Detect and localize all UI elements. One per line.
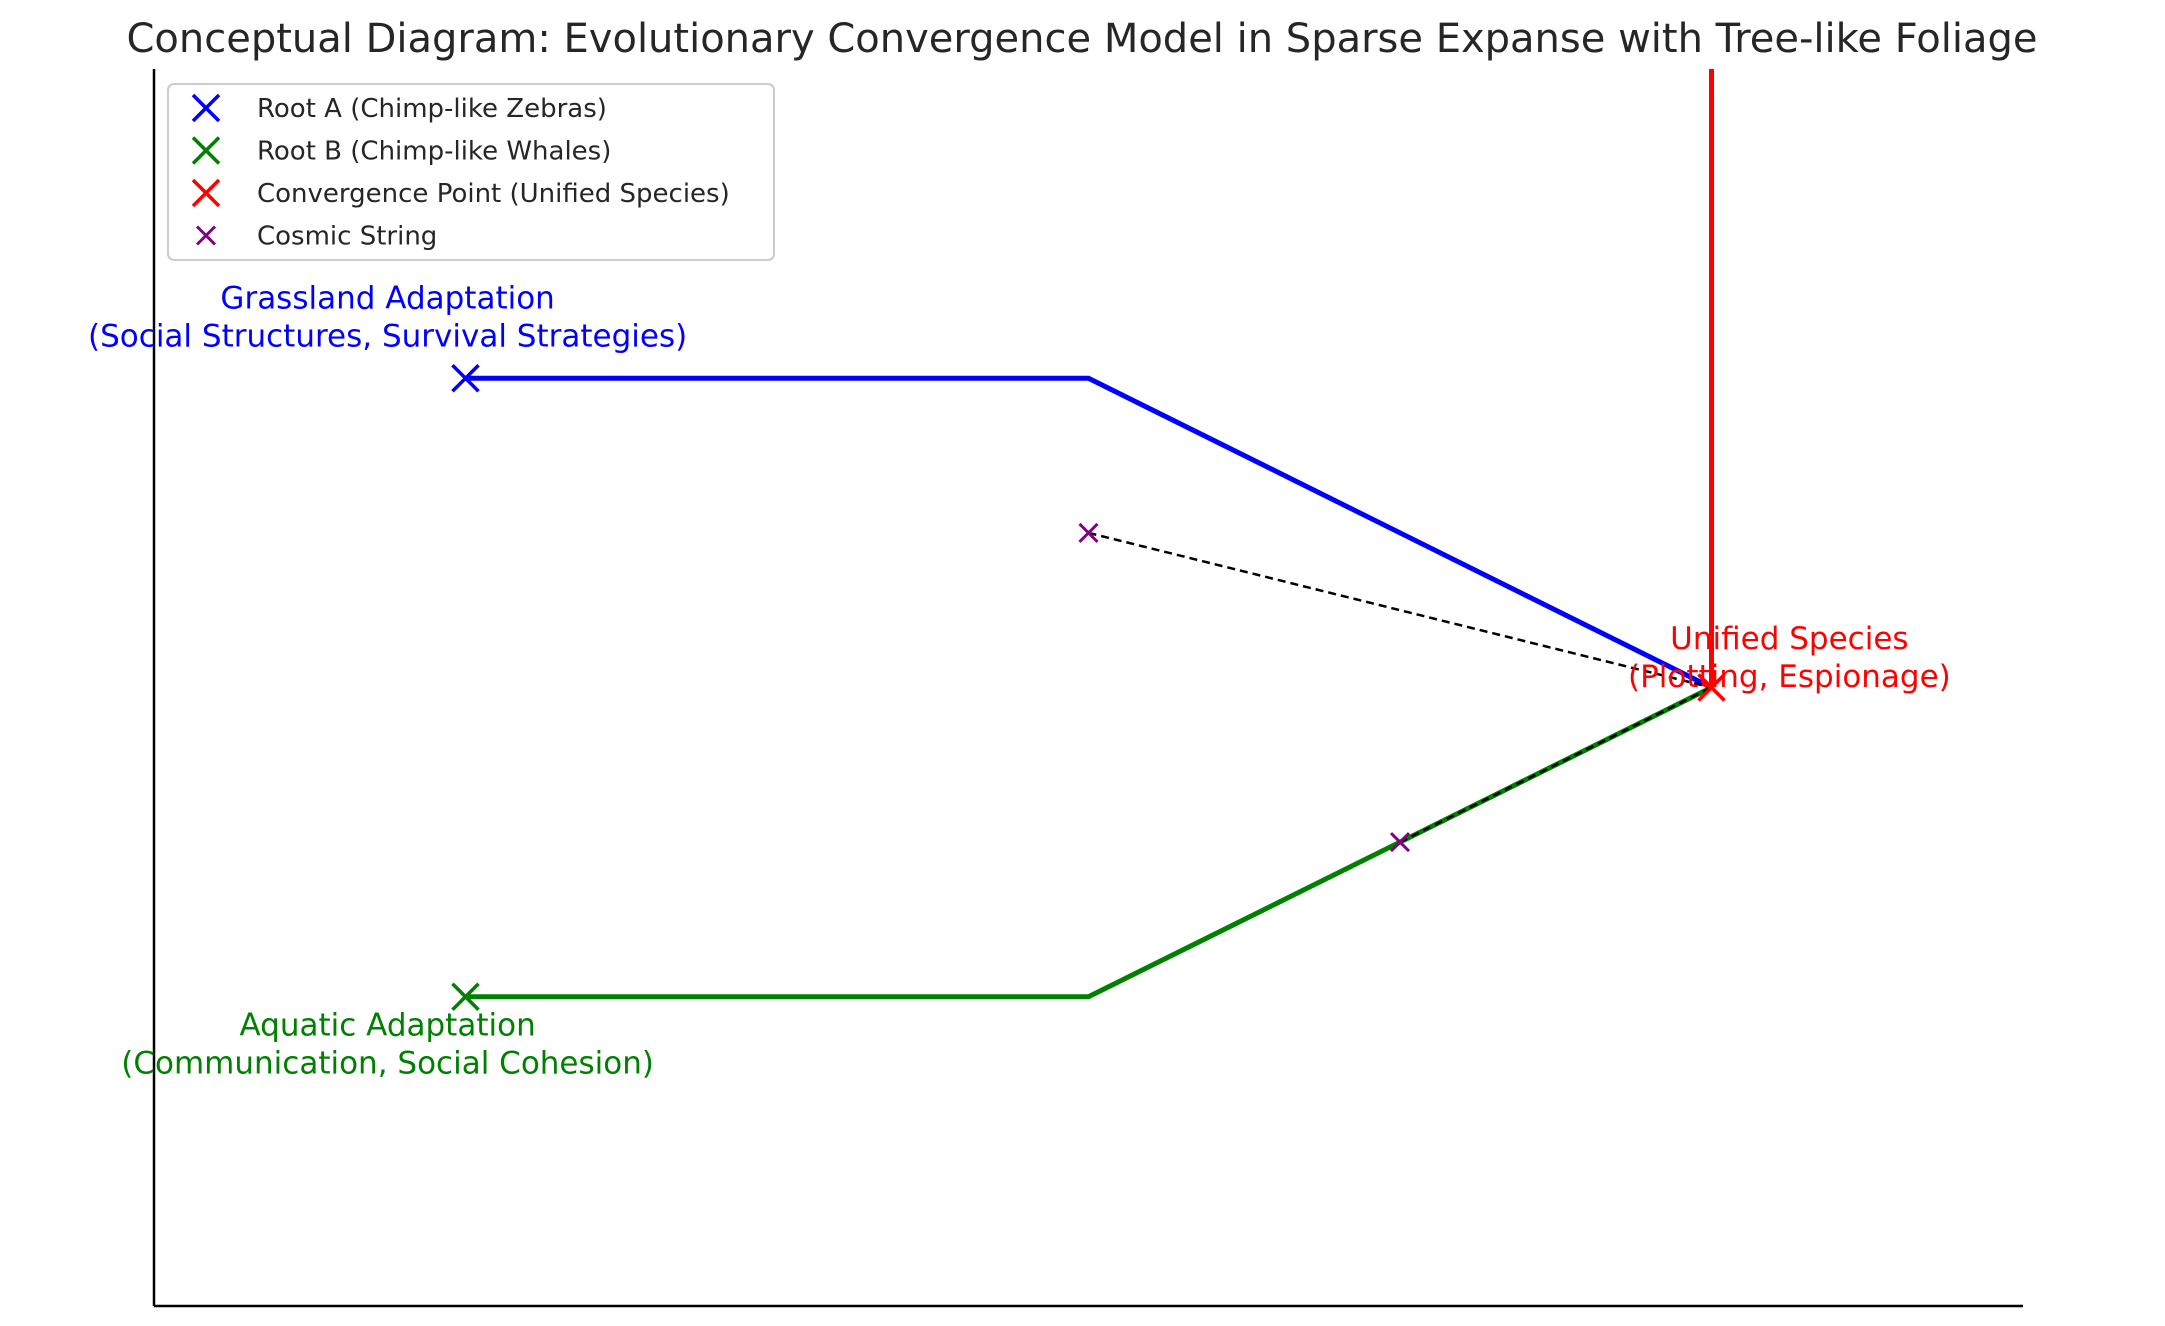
cosmic-link-2 [1399,686,1713,844]
root-b-path-line [465,685,1713,1000]
legend: Root A (Chimp-like Zebras) Root B (Chimp-… [167,83,775,261]
cosmic-link-1 [1088,531,1712,689]
aquatic-annotation: Aquatic Adaptation (Communication, Social… [121,1007,654,1081]
legend-entry-cosmic: Cosmic String [195,222,437,252]
legend-entry-root-a: Root A (Chimp-like Zebras) [191,93,607,124]
legend-marker-convergence [191,178,221,208]
cosmic-string-marker-1 [1078,522,1099,543]
legend-marker-cosmic [195,225,217,246]
legend-frame [167,83,775,261]
legend-marker-root-a [191,93,221,123]
chart-title: Conceptual Diagram: Evolutionary Converg… [126,16,2037,62]
grassland-annotation: Grassland Adaptation (Social Structures, … [88,281,687,355]
dashed-links-layer [1088,531,1713,844]
root-a-path-line [465,375,1713,690]
unified-annotation: Unified Species (Plotting, Espionage) [1628,621,1951,695]
legend-label: Convergence Point (Unified Species) [257,179,730,209]
legend-entry-root-b: Root B (Chimp-like Whales) [191,136,611,167]
annotations-layer: Grassland Adaptation (Social Structures, … [88,281,1951,1082]
legend-marker-root-b [191,136,221,165]
root-a-marker [451,364,480,393]
root-b-marker [451,982,480,1011]
legend-label: Cosmic String [257,222,437,252]
convergence-marker [1697,673,1726,702]
markers-layer [451,364,1726,1011]
paths-layer [465,69,1714,1000]
legend-entry-convergence: Convergence Point (Unified Species) [191,178,730,209]
legend-label: Root A (Chimp-like Zebras) [257,94,607,124]
cosmic-string-marker-2 [1389,832,1411,853]
legend-label: Root B (Chimp-like Whales) [257,137,611,167]
